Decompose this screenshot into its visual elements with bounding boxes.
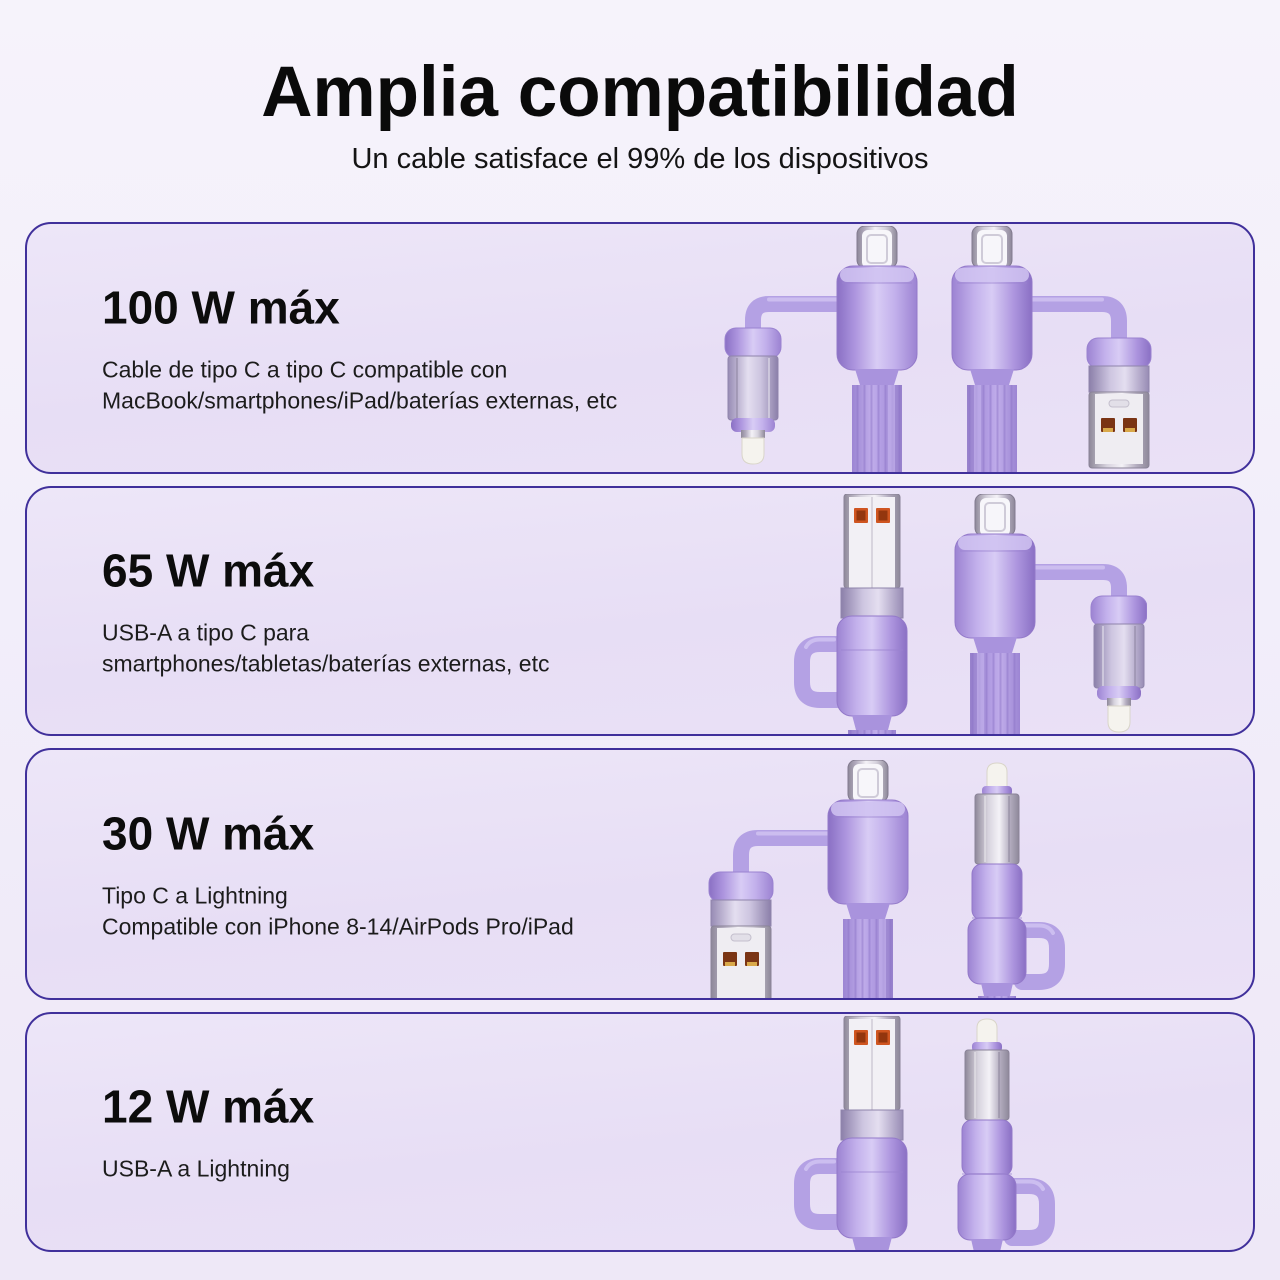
description-line: MacBook/smartphones/iPad/baterías extern… [102, 387, 618, 413]
power-label: 100 W máx [102, 281, 340, 334]
cable-illustration-65w [727, 494, 1147, 736]
lightning-with-loop-icon [958, 1019, 1047, 1252]
cable-illustration-100w [722, 226, 1182, 474]
usb-c-with-lightning-adapter-icon [955, 494, 1147, 736]
card-100w-text: 100 W máx Cable de tipo C a tipo C compa… [102, 280, 617, 415]
description-line: Compatible con iPhone 8-14/AirPods Pro/i… [102, 913, 574, 939]
usb-c-with-usb-a-adapter-icon [952, 226, 1151, 474]
card-description: Tipo C a Lightning Compatible con iPhone… [102, 880, 574, 941]
cable-illustration-12w [727, 1016, 1147, 1252]
power-label: 65 W máx [102, 544, 315, 597]
cable-illustration-30w [667, 760, 1097, 1000]
usb-c-with-usb-a-adapter-icon [709, 760, 908, 1000]
lightning-with-loop-icon [968, 763, 1057, 1000]
description-line: USB-A a tipo C para [102, 619, 310, 646]
card-65w-text: 65 W máx USB-A a tipo C para smartphones… [102, 543, 549, 678]
card-100w: 100 W máx Cable de tipo C a tipo C compa… [25, 222, 1255, 474]
card-description: USB-A a Lightning [102, 1154, 314, 1185]
usb-c-with-lightning-adapter-icon [725, 226, 917, 474]
page-subtitle: Un cable satisface el 99% de los disposi… [351, 143, 929, 175]
usb-a-with-loop-icon [802, 1016, 907, 1252]
description-line: smartphones/tabletas/baterías externas, … [102, 650, 550, 676]
page-header: Amplia compatibilidad Un cable satisface… [0, 52, 1280, 176]
card-65w: 65 W máx USB-A a tipo C para smartphones… [25, 486, 1255, 736]
usb-a-with-loop-icon [802, 494, 907, 736]
card-12w: 12 W máx USB-A a Lightning [25, 1012, 1255, 1252]
power-label: 12 W máx [102, 1080, 315, 1133]
description-line: Tipo C a Lightning [102, 882, 288, 909]
card-description: USB-A a tipo C para smartphones/tabletas… [102, 617, 549, 678]
power-label: 30 W máx [102, 807, 315, 860]
card-12w-text: 12 W máx USB-A a Lightning [102, 1080, 314, 1185]
card-30w-text: 30 W máx Tipo C a Lightning Compatible c… [102, 806, 574, 941]
card-30w: 30 W máx Tipo C a Lightning Compatible c… [25, 748, 1255, 1000]
description-line: USB-A a Lightning [102, 1155, 290, 1182]
page-title: Amplia compatibilidad [261, 53, 1019, 132]
description-line: Cable de tipo C a tipo C compatible con [102, 356, 508, 383]
card-description: Cable de tipo C a tipo C compatible con … [102, 354, 617, 415]
